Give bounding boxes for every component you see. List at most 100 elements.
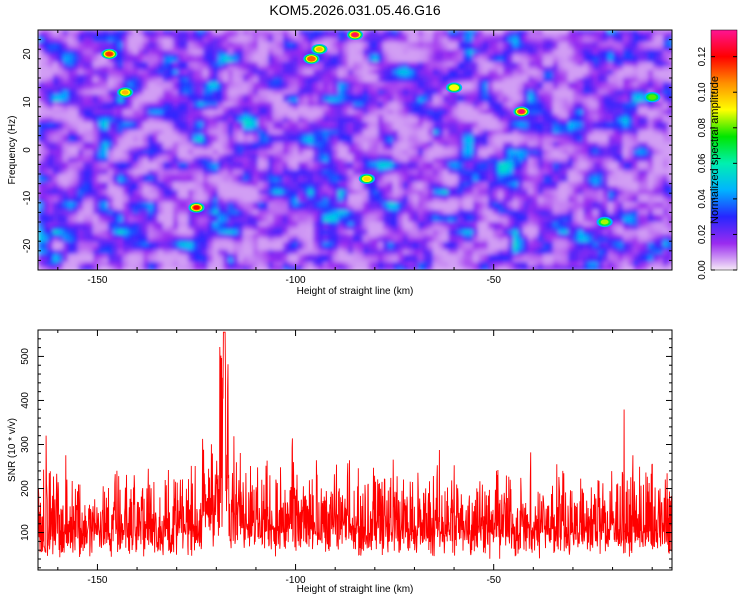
heat-cell [358,170,364,175]
heat-cell [208,162,214,167]
heat-cell [543,78,549,83]
heat-cell [208,38,214,43]
heat-cell [73,186,79,191]
heat-cell [133,94,139,99]
heat-cell [653,142,659,147]
heat-cell [58,118,64,123]
heat-cell [498,118,504,123]
heat-cell [528,158,534,163]
heat-cell [128,162,134,167]
heat-cell [313,122,319,127]
heat-cell [513,54,519,59]
heat-cell [643,102,649,107]
heat-cell [578,146,584,151]
heat-cell [83,126,89,131]
heat-cell [63,166,69,171]
heat-cell [368,122,374,127]
heat-cell [548,118,554,123]
heat-cell [158,154,164,159]
heat-cell [73,42,79,47]
heat-cell [558,118,564,123]
heat-cell [398,74,404,79]
heat-cell [83,30,89,35]
heat-cell [118,170,124,175]
heat-cell [278,130,284,135]
heat-cell [313,126,319,131]
heat-cell [258,182,264,187]
heat-cell [143,134,149,139]
heat-cell [633,170,639,175]
heat-cell [623,126,629,131]
heat-cell [508,106,514,111]
heat-cell [613,110,619,115]
heat-cell [118,150,124,155]
heat-cell [68,142,74,147]
heat-cell [343,74,349,79]
heat-cell [358,150,364,155]
heat-cell [168,186,174,191]
heat-cell [593,82,599,87]
heat-cell [223,58,229,63]
heat-cell [508,34,514,39]
heat-cell [223,114,229,119]
heat-cell [398,78,404,83]
heat-cell [468,74,474,79]
heat-cell [653,78,659,83]
heat-cell [618,54,624,59]
heat-cell [588,134,594,139]
heat-cell [428,154,434,159]
heat-cell [663,98,669,103]
heat-cell [188,74,194,79]
heat-cell [513,150,519,155]
heat-cell [133,74,139,79]
heat-cell [583,142,589,147]
heat-cell [88,66,94,71]
heat-cell [213,174,219,179]
heat-cell [63,90,69,95]
heat-cell [448,182,454,187]
heat-cell [378,78,384,83]
heat-cell [363,102,369,107]
heat-cell [408,126,414,131]
heat-cell [238,114,244,119]
heat-cell [193,154,199,159]
heat-cell [353,138,359,143]
heat-cell [273,66,279,71]
heat-cell [123,30,129,35]
heat-cell [493,118,499,123]
heat-cell [558,82,564,87]
heat-cell [433,146,439,151]
heat-cell [193,162,199,167]
heat-cell [263,174,269,179]
heat-cell [573,30,579,35]
heat-cell [638,58,644,63]
heat-cell [373,78,379,83]
heat-cell [333,62,339,67]
heat-cell [508,54,514,59]
heat-cell [188,138,194,143]
heat-cell [63,70,69,75]
heat-cell [433,62,439,67]
heat-cell [593,106,599,111]
heat-cell [353,162,359,167]
heat-cell [608,54,614,59]
heat-cell [48,82,54,87]
heat-cell [78,62,84,67]
heat-cell [218,146,224,151]
heat-cell [578,94,584,99]
heat-cell [303,166,309,171]
heat-cell [73,110,79,115]
heat-cell [263,130,269,135]
heat-cell [43,50,49,55]
heat-cell [68,118,74,123]
heat-cell [113,106,119,111]
heat-cell [143,150,149,155]
heat-cell [393,34,399,39]
heat-cell [493,34,499,39]
heat-cell [98,62,104,67]
heat-cell [568,82,574,87]
heat-cell [538,78,544,83]
heat-cell [563,170,569,175]
heat-cell [78,90,84,95]
heat-cell [38,118,44,123]
